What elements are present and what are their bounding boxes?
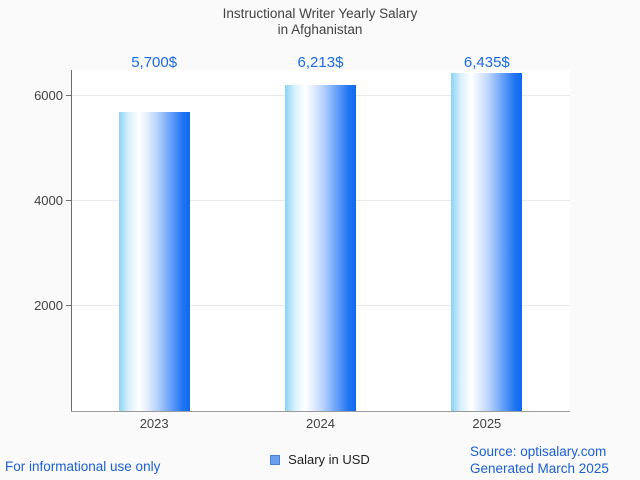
y-axis-tick-label: 4000 <box>34 193 63 209</box>
bar[interactable] <box>285 84 356 411</box>
footer-source-block: Source: optisalary.com Generated March 2… <box>470 443 635 477</box>
bar[interactable] <box>118 111 190 411</box>
footer-disclaimer: For informational use only <box>5 459 161 474</box>
chart-title-line2: in Afghanistan <box>277 22 363 37</box>
legend-swatch-icon <box>270 455 281 465</box>
y-tick-mark <box>66 305 71 307</box>
y-tick-mark <box>66 200 71 202</box>
x-axis-category-label: 2025 <box>472 416 502 431</box>
x-axis <box>71 410 570 412</box>
bar[interactable] <box>451 73 523 411</box>
legend: Salary in USD <box>0 452 640 468</box>
legend-label: Salary in USD <box>288 452 370 467</box>
chart-title: Instructional Writer Yearly Salary in Af… <box>0 6 640 38</box>
y-axis-tick-label: 6000 <box>34 88 63 104</box>
y-axis <box>70 70 72 411</box>
x-axis-category-label: 2024 <box>306 416 335 431</box>
y-tick-mark <box>66 95 71 97</box>
bar-value-label: 6,435$ <box>463 54 510 71</box>
chart-title-line1: Instructional Writer Yearly Salary <box>222 6 418 21</box>
footer-source-link[interactable]: Source: optisalary.com <box>470 444 607 459</box>
bar-value-label: 5,700$ <box>131 54 178 71</box>
bar-value-label: 6,213$ <box>297 54 344 71</box>
footer-generated-date: Generated March 2025 <box>470 461 609 476</box>
y-axis-tick-label: 2000 <box>34 298 63 314</box>
x-axis-category-label: 2023 <box>139 416 169 431</box>
